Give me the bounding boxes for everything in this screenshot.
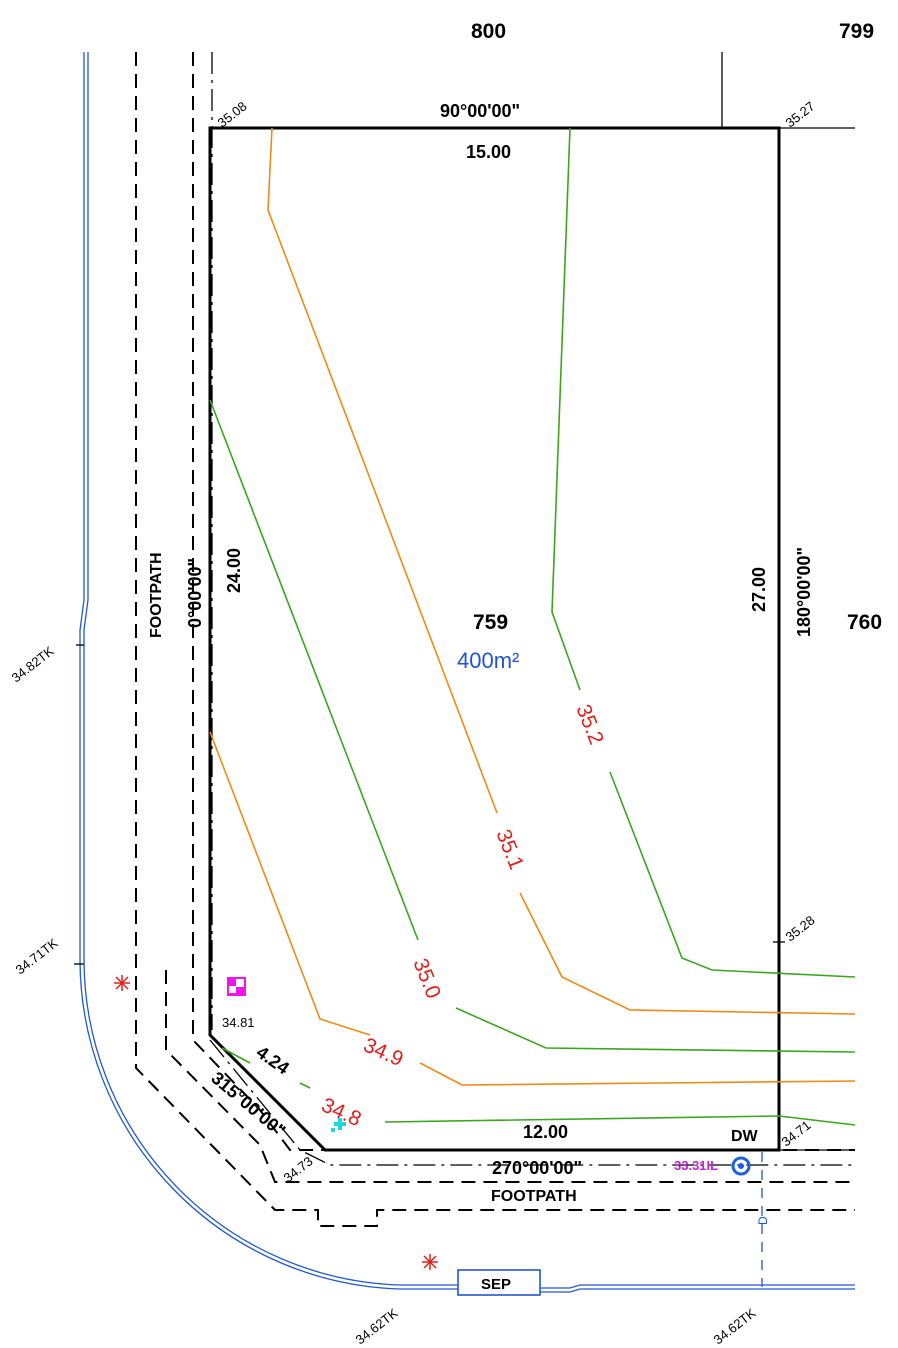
contour-35-0-line (209, 399, 419, 941)
footpath-lines (135, 52, 855, 1227)
level-ne: 35.27 (783, 99, 818, 131)
contour-35-0-line-b (455, 1007, 856, 1053)
contour-label-35-0: 35.0 (408, 955, 445, 1002)
lot-number-759: 759 (473, 611, 508, 634)
corner-length: 4.24 (253, 1042, 293, 1078)
contour-35-1-line (267, 127, 498, 814)
lot-number-800: 800 (471, 20, 506, 43)
drain-marker-label: D (756, 1216, 770, 1225)
sewer-pit-box (457, 1269, 541, 1296)
footpath-dashdot (209, 52, 855, 1166)
level-se: 34.71 (779, 1118, 814, 1150)
lot-area: 400m² (457, 648, 519, 673)
contours-orange (209, 127, 856, 1086)
south-bearing: 270°00'00" (492, 1158, 582, 1178)
level-ticks (74, 644, 785, 965)
lot-number-760: 760 (847, 611, 882, 634)
west-bearing: 0°00'00" (185, 558, 205, 628)
north-bearing: 90°00'00" (440, 101, 520, 121)
lot-number-799: 799 (839, 20, 874, 43)
contour-34-8-line-b (299, 1082, 311, 1089)
contour-34-8-line (221, 1047, 251, 1064)
level-sw: 34.73 (281, 1154, 316, 1186)
level-tk-west: 34.82TK (9, 643, 57, 685)
tree-marker-icon-south (422, 1254, 438, 1270)
kerb-line (79, 52, 855, 1293)
sewer-pit-label: SEP (481, 1276, 511, 1293)
east-length: 27.00 (749, 567, 769, 612)
tree-marker-icon (114, 975, 130, 991)
contour-label-35-2: 35.2 (571, 701, 608, 748)
contour-label-35-1: 35.1 (491, 826, 528, 873)
footpath-label-south: FOOTPATH (491, 1188, 577, 1205)
contour-34-9-line (209, 731, 371, 1036)
lot-759-boundary (208, 126, 781, 1152)
service-pit-icon (227, 977, 246, 996)
level-w-corner: 34.81 (222, 1015, 255, 1030)
contour-35-1-line-b (519, 892, 856, 1015)
north-length: 15.00 (466, 142, 511, 162)
water-tap-icon (331, 1118, 346, 1132)
contour-35-2-line (551, 127, 581, 691)
south-length: 12.00 (523, 1122, 568, 1142)
level-tk-south-right: 34.62TK (711, 1305, 759, 1347)
contour-34-8-line-b2 (384, 1115, 856, 1126)
driveway-label: DW (731, 1128, 759, 1145)
contour-label-34-9: 34.9 (360, 1034, 407, 1072)
contour-34-9-line-b (419, 1062, 856, 1086)
level-e-mid: 35.28 (783, 913, 818, 945)
east-bearing: 180°00'00" (794, 547, 814, 637)
neighbour-boundaries (721, 52, 855, 1151)
level-tk-west-low: 34.71TK (13, 935, 61, 977)
footpath-label-west: FOOTPATH (148, 552, 165, 638)
level-tk-south-left: 34.62TK (353, 1305, 401, 1347)
west-length: 24.00 (224, 548, 244, 593)
invert-level: 33.31IL (674, 1158, 718, 1173)
contours-green (209, 127, 856, 1126)
level-nw: 35.08 (215, 99, 250, 131)
contour-35-2-line-b (609, 771, 856, 978)
stormwater-pit-icon (731, 1156, 751, 1176)
